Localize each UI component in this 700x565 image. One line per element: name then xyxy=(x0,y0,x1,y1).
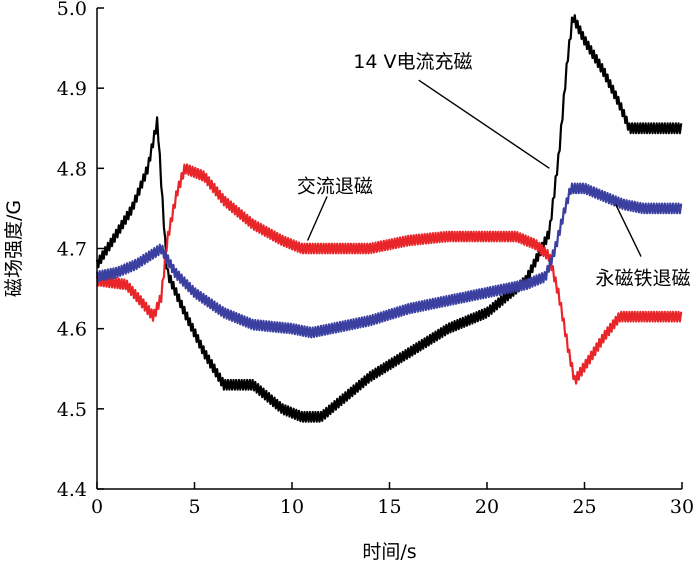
x-axis-title: 时间/s xyxy=(362,541,416,563)
y-tick-label: 4.6 xyxy=(57,319,87,341)
annotation-leader-0 xyxy=(418,79,550,169)
annotation-label-2: 永磁铁退磁 xyxy=(595,268,690,290)
x-tick-label: 30 xyxy=(670,496,694,518)
annotation-leader-2 xyxy=(615,204,642,257)
y-tick-label: 4.4 xyxy=(57,479,87,501)
y-tick-label: 5.0 xyxy=(57,0,87,20)
series-line-0 xyxy=(95,14,683,423)
x-tick-label: 25 xyxy=(572,496,596,518)
x-tick-label: 10 xyxy=(280,496,304,518)
annotation-label-0: 14 V电流充磁 xyxy=(353,51,472,73)
series-layer xyxy=(95,14,683,423)
x-tick-label: 5 xyxy=(188,496,200,518)
axes-layer: 0 5 10 15 20 25 30 4.4 4.5 4.6 4.7 4.8 4.9 5.0 时间/s 磁场强… xyxy=(3,0,694,563)
x-tick-label: 0 xyxy=(91,496,103,518)
x-tick-label: 15 xyxy=(377,496,401,518)
annotation-label-1: 交流退磁 xyxy=(297,175,373,197)
y-tick-label: 4.9 xyxy=(57,78,87,100)
series-line-2 xyxy=(95,182,683,339)
y-axis-title: 磁场强度/G xyxy=(3,200,25,297)
y-tick-label: 4.8 xyxy=(57,158,87,180)
series-line-1 xyxy=(95,163,683,385)
x-tick-label: 20 xyxy=(475,496,499,518)
y-tick-label: 4.5 xyxy=(57,399,87,421)
y-tick-label: 4.7 xyxy=(57,239,87,261)
annotation-leader-1 xyxy=(306,196,328,241)
